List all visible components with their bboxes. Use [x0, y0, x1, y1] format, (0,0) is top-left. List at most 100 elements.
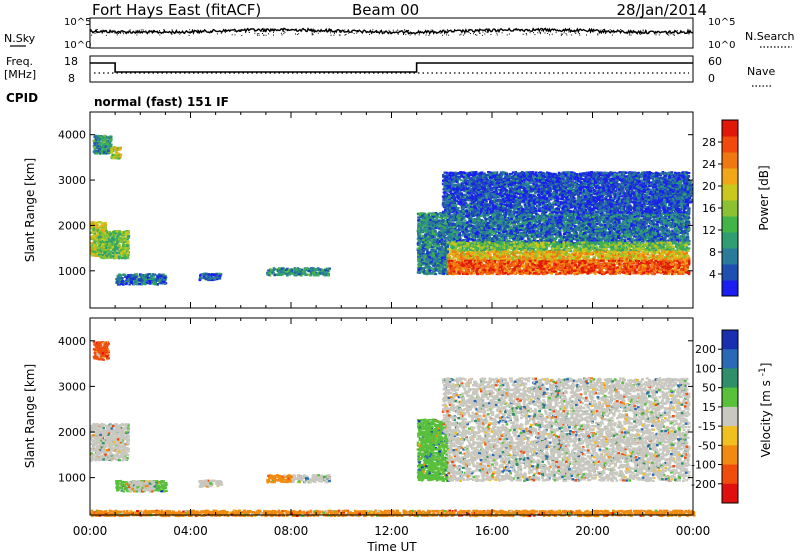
range-cell — [442, 272, 445, 275]
noise-search-point — [540, 32, 541, 34]
range-cell — [266, 271, 269, 274]
range-cell — [148, 280, 151, 283]
range-cell — [433, 258, 437, 261]
range-cell — [425, 228, 428, 231]
noise-search-point — [667, 34, 669, 35]
range-cell — [101, 146, 105, 149]
noise-search-point — [474, 29, 476, 31]
noise-search-point — [257, 29, 259, 31]
range-cell — [313, 268, 317, 271]
range-cell — [92, 229, 96, 232]
noise-search-point — [330, 29, 332, 31]
range-cell — [434, 244, 437, 247]
range-cell — [113, 155, 116, 158]
range-cell — [269, 269, 272, 272]
range-cell — [115, 277, 119, 281]
range-cell — [325, 273, 328, 276]
noise-search-point — [468, 32, 470, 34]
noise-search-point — [501, 32, 503, 34]
range-cell — [148, 278, 151, 281]
range-cell — [115, 150, 118, 153]
noise-search-point — [544, 32, 546, 34]
noise-search-point — [348, 32, 350, 34]
range-cell — [163, 277, 167, 280]
range-cell — [428, 256, 431, 259]
range-cell — [116, 283, 120, 286]
range-cell — [101, 240, 105, 243]
range-cell — [95, 146, 99, 149]
range-cell — [162, 273, 165, 276]
noise-search-point — [522, 33, 524, 35]
range-cell — [127, 236, 130, 239]
noise-search-point — [313, 31, 315, 33]
range-cell — [429, 236, 432, 239]
range-cell — [298, 268, 302, 271]
range-cell — [117, 244, 120, 247]
noise-search-point — [234, 34, 236, 36]
noise-search-point — [658, 34, 660, 36]
noise-search-point — [571, 34, 573, 36]
range-cell — [432, 252, 435, 255]
range-cell — [128, 280, 132, 283]
range-cell — [92, 235, 95, 238]
range-cell — [438, 240, 442, 243]
range-cell — [417, 257, 420, 260]
range-cell — [417, 263, 421, 266]
range-cell — [118, 233, 121, 236]
noise-search-point — [324, 31, 326, 33]
range-cell — [95, 152, 98, 155]
range-cell — [441, 219, 444, 222]
range-cell — [441, 239, 444, 243]
range-cell — [268, 271, 271, 275]
noise-search-point — [329, 29, 331, 30]
noise-search-point — [451, 30, 453, 32]
range-cell — [107, 149, 110, 152]
range-cell — [427, 259, 431, 262]
range-cell — [272, 268, 276, 271]
range-cell — [437, 233, 441, 237]
range-cell — [126, 279, 130, 282]
noise-search-point — [405, 30, 407, 32]
range-cell — [103, 134, 106, 137]
range-cell — [438, 236, 441, 239]
range-cell — [103, 252, 106, 255]
noise-search-point — [188, 31, 190, 33]
range-cell — [417, 265, 421, 268]
noise-search-point — [198, 32, 200, 34]
range-cell — [125, 253, 128, 256]
range-cell — [417, 251, 420, 254]
range-cell — [418, 246, 422, 249]
noise-search-point — [326, 30, 328, 32]
noise-search-point — [597, 34, 599, 36]
noise-right-tick-top: 10^5 — [708, 17, 735, 28]
noise-search-point — [483, 29, 485, 31]
noise-search-point — [606, 30, 608, 32]
range-cell — [95, 222, 99, 225]
range-cell — [313, 272, 316, 275]
range-cell — [441, 270, 445, 273]
noise-search-point — [140, 29, 142, 31]
noise-search-point — [220, 32, 222, 34]
power-data — [90, 134, 694, 286]
range-cell — [437, 227, 441, 230]
range-cell — [152, 273, 156, 276]
noise-search-point — [464, 33, 466, 35]
range-cell — [98, 237, 101, 240]
range-cell — [285, 273, 288, 276]
range-cell — [328, 267, 331, 270]
range-cell — [421, 219, 424, 222]
range-cell — [430, 220, 434, 223]
noise-search-point — [574, 31, 576, 33]
range-cell — [420, 248, 424, 251]
range-cell — [662, 231, 665, 234]
noise-search-point — [552, 29, 554, 31]
range-cell — [116, 234, 120, 237]
range-cell — [422, 216, 425, 219]
range-cell — [420, 252, 424, 255]
range-cell — [276, 273, 280, 277]
range-cell — [313, 269, 317, 272]
range-cell — [430, 239, 434, 242]
range-cell — [443, 260, 446, 263]
range-cell — [123, 256, 127, 259]
range-cell — [303, 270, 306, 273]
